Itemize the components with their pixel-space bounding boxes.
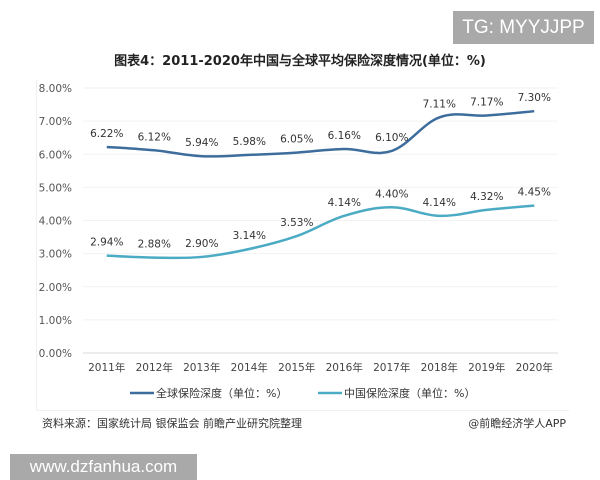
x-tick-label: 2018年: [421, 361, 458, 374]
x-tick-label: 2014年: [231, 361, 268, 374]
data-label: 6.16%: [328, 130, 361, 142]
data-label: 4.32%: [470, 191, 503, 203]
watermark-top: TG: MYYJJPP: [453, 11, 594, 44]
legend-label-0: 全球保险深度（单位：%）: [156, 386, 287, 400]
data-label: 4.45%: [518, 187, 551, 199]
watermark-bottom: www.dzfanhua.com: [10, 454, 197, 480]
legend-label-1: 中国保险深度（单位：%）: [344, 386, 475, 400]
data-label: 4.14%: [328, 197, 361, 209]
y-tick-label: 1.00%: [39, 315, 72, 327]
data-label: 5.98%: [233, 136, 266, 148]
y-tick-label: 2.00%: [39, 282, 72, 294]
x-tick-label: 2020年: [516, 361, 553, 374]
data-label: 2.90%: [185, 238, 218, 250]
y-tick-label: 7.00%: [39, 116, 72, 128]
data-label: 3.53%: [280, 217, 313, 229]
data-label: 3.14%: [233, 230, 266, 242]
x-tick-label: 2017年: [373, 361, 410, 374]
x-tick-label: 2013年: [183, 361, 220, 374]
source-note: 资料来源：国家统计局 银保监会 前瞻产业研究院整理: [42, 417, 302, 430]
x-tick-label: 2016年: [326, 361, 363, 374]
y-tick-label: 0.00%: [39, 348, 72, 360]
data-label: 2.88%: [138, 239, 171, 251]
data-label: 7.30%: [518, 92, 551, 104]
data-label: 2.94%: [90, 237, 123, 249]
y-tick-label: 8.00%: [39, 83, 72, 95]
x-tick-label: 2011年: [88, 361, 125, 374]
data-label: 7.17%: [470, 96, 503, 108]
y-tick-label: 3.00%: [39, 249, 72, 261]
data-label: 7.11%: [423, 98, 456, 110]
series-line-0: [106, 109, 535, 158]
data-label: 4.14%: [423, 197, 456, 209]
data-label: 5.94%: [185, 137, 218, 149]
chart-title: 图表4：2011-2020年中国与全球平均保险深度情况(单位：%): [114, 54, 486, 69]
y-tick-label: 6.00%: [39, 149, 72, 161]
data-label: 4.40%: [375, 188, 408, 200]
data-label: 6.12%: [138, 131, 171, 143]
data-label: 6.05%: [280, 134, 313, 146]
data-label: 6.22%: [90, 128, 123, 140]
x-tick-label: 2012年: [136, 361, 173, 374]
x-tick-label: 2019年: [468, 361, 505, 374]
x-tick-label: 2015年: [278, 361, 315, 374]
credit: @前瞻经济学人APP: [468, 417, 566, 430]
data-label: 6.10%: [375, 132, 408, 144]
y-tick-label: 4.00%: [39, 216, 72, 228]
series-line-1: [106, 204, 535, 260]
y-tick-label: 5.00%: [39, 182, 72, 194]
chart-frame: [36, 80, 569, 411]
